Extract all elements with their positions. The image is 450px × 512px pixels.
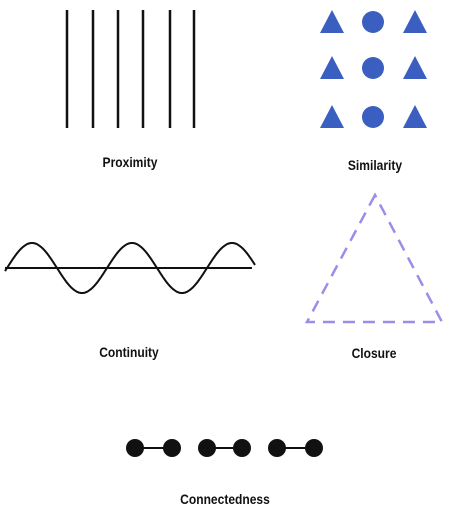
connected-dot (163, 439, 181, 457)
similarity-triangle (320, 10, 344, 33)
connected-dot (305, 439, 323, 457)
closure-label: Closure (351, 345, 397, 361)
similarity-triangle (320, 105, 344, 128)
connectedness-illustration (126, 439, 323, 457)
similarity-circle (362, 11, 384, 33)
continuity-wave-line (4, 242, 256, 294)
continuity-illustration (4, 242, 256, 294)
similarity-triangle (320, 56, 344, 79)
similarity-triangle (403, 105, 427, 128)
closure-illustration (304, 192, 445, 324)
continuity-label: Continuity (99, 344, 159, 360)
similarity-illustration (320, 10, 427, 128)
closure-dashed-triangle (304, 192, 445, 324)
similarity-circle (362, 57, 384, 79)
proximity-label: Proximity (102, 154, 158, 170)
connected-dot (233, 439, 251, 457)
similarity-label: Similarity (347, 157, 403, 173)
connected-dot (268, 439, 286, 457)
connected-dot (198, 439, 216, 457)
connectedness-label: Connectedness (180, 491, 270, 507)
connected-dot (126, 439, 144, 457)
similarity-circle (362, 106, 384, 128)
similarity-triangle (403, 10, 427, 33)
similarity-triangle (403, 56, 427, 79)
proximity-illustration (65, 10, 196, 128)
